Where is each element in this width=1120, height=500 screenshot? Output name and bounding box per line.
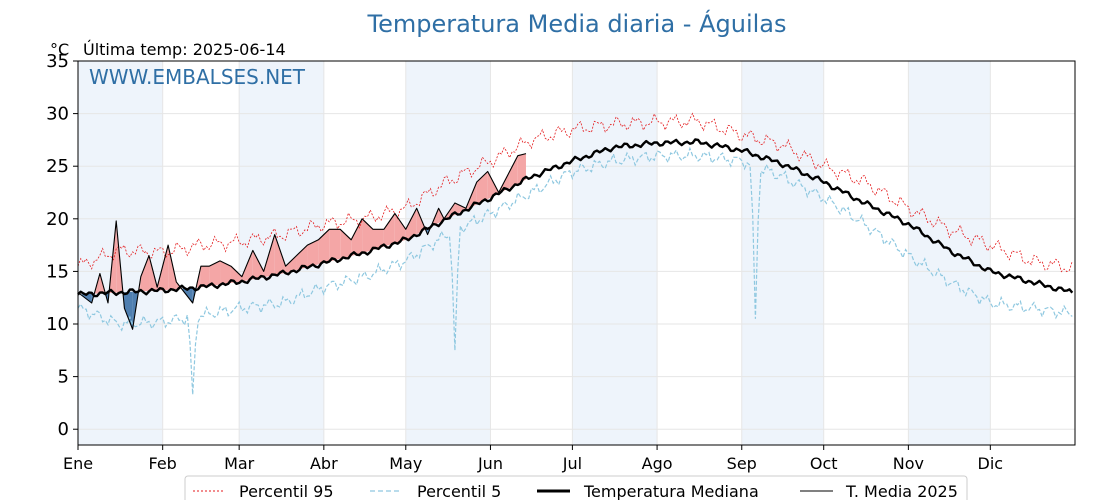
unit-label: °C bbox=[50, 40, 69, 59]
above-median-fill bbox=[405, 208, 417, 240]
above-median-fill bbox=[394, 213, 406, 244]
below-median-fill bbox=[124, 291, 133, 330]
above-median-fill bbox=[200, 266, 210, 288]
above-median-fill bbox=[140, 255, 150, 292]
plot-frame bbox=[77, 60, 1076, 446]
x-tick-label: May bbox=[389, 454, 422, 473]
above-median-fill bbox=[274, 234, 286, 276]
watermark: WWW.EMBALSES.NET bbox=[89, 65, 306, 89]
above-median-fill bbox=[209, 260, 221, 287]
grid-lines bbox=[77, 60, 1075, 445]
y-tick-label: 10 bbox=[46, 314, 69, 335]
above-median-fill bbox=[220, 260, 231, 285]
chart-title: Temperatura Media diaria - Águilas bbox=[366, 9, 786, 38]
above-median-fill bbox=[296, 245, 308, 271]
x-tick-label: Feb bbox=[149, 454, 177, 473]
y-axis: 0 5 10 15 20 25 30 35 bbox=[46, 51, 78, 440]
legend-label-p5: Percentil 5 bbox=[417, 482, 501, 500]
y-tick-label: 35 bbox=[46, 51, 69, 72]
above-median-fill bbox=[307, 239, 319, 268]
y-tick-label: 5 bbox=[58, 367, 69, 388]
above-median-fill bbox=[230, 266, 242, 284]
x-tick-label: Sep bbox=[727, 454, 757, 473]
x-tick-label: Nov bbox=[893, 454, 924, 473]
above-median-fill bbox=[340, 229, 352, 259]
above-median-fill bbox=[252, 250, 264, 280]
x-axis: Ene Feb Mar Abr May Jun Jul Ago Sep Oct Nov Dic bbox=[63, 445, 1003, 473]
below-median-fill bbox=[184, 287, 193, 303]
month-bands bbox=[78, 61, 991, 445]
legend-box bbox=[184, 475, 968, 500]
y-tick-label: 20 bbox=[46, 209, 69, 230]
y-tick-label: 15 bbox=[46, 261, 69, 282]
x-tick-label: Oct bbox=[810, 454, 838, 473]
legend: Percentil 95 Percentil 5 Temperatura Med… bbox=[184, 475, 968, 500]
x-tick-label: Abr bbox=[310, 454, 338, 473]
above-median-fill bbox=[509, 155, 518, 188]
above-median-fill bbox=[329, 229, 341, 262]
x-tick-label: Dic bbox=[978, 454, 1004, 473]
legend-label-p95: Percentil 95 bbox=[239, 482, 334, 500]
series-lines bbox=[77, 112, 1074, 395]
series-line-p5 bbox=[77, 146, 1073, 395]
month-band bbox=[78, 61, 163, 445]
x-tick-label: Ago bbox=[642, 454, 673, 473]
x-tick-label: Mar bbox=[224, 454, 255, 473]
series-line-current bbox=[77, 153, 527, 330]
last-temp-label: Última temp: 2025-06-14 bbox=[83, 40, 286, 59]
month-band bbox=[908, 61, 991, 445]
above-median-fill bbox=[487, 171, 499, 200]
y-tick-label: 0 bbox=[58, 419, 69, 440]
month-band bbox=[405, 61, 491, 445]
above-median-fill bbox=[383, 213, 395, 247]
above-median-fill bbox=[285, 255, 297, 273]
series-line-median bbox=[77, 138, 1074, 298]
legend-label-current: T. Media 2025 bbox=[845, 482, 958, 500]
x-tick-label: Jun bbox=[477, 454, 503, 473]
series-line-p95 bbox=[77, 112, 1073, 273]
month-band bbox=[572, 61, 658, 445]
y-tick-label: 25 bbox=[46, 156, 69, 177]
above-median-fill bbox=[517, 153, 526, 184]
legend-label-median: Temperatura Mediana bbox=[583, 482, 759, 500]
x-tick-label: Ene bbox=[63, 454, 93, 473]
x-tick-label: Jul bbox=[562, 454, 582, 473]
month-band bbox=[741, 61, 824, 445]
above-median-fill bbox=[454, 203, 466, 215]
y-tick-label: 30 bbox=[46, 104, 69, 125]
above-median-fill bbox=[318, 229, 330, 265]
